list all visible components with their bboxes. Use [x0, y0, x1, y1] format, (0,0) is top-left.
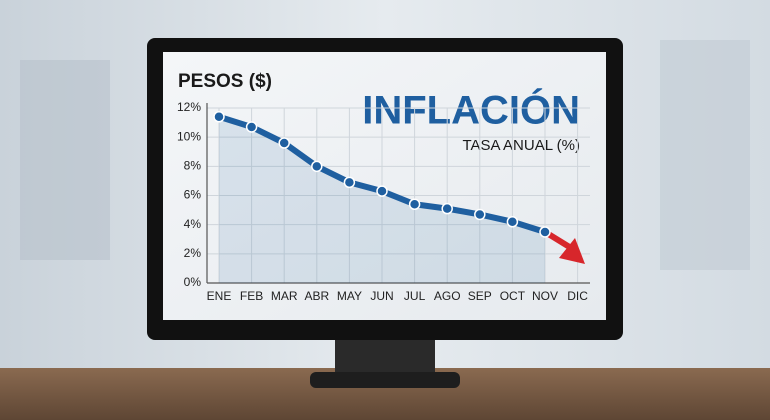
y-tick-label: 2% [184, 246, 202, 260]
x-tick-label: AGO [434, 289, 461, 303]
blur-shape [20, 60, 110, 260]
chart-subtitle: TASA ANUAL (%) [462, 137, 580, 154]
point [539, 226, 551, 238]
point [506, 216, 519, 228]
x-tick-label: ENE [207, 289, 232, 303]
y-tick-label: 4% [184, 217, 202, 231]
point [213, 111, 225, 123]
point [311, 160, 323, 173]
y-tick-label: 10% [177, 129, 201, 143]
point [441, 202, 453, 215]
x-tick-label: SEP [468, 289, 492, 303]
x-tick-label: JUN [370, 289, 393, 303]
y-tick-label: 6% [184, 188, 202, 202]
point [343, 176, 356, 189]
x-tick-label: JUL [404, 289, 426, 303]
point [245, 121, 258, 133]
x-tick-label: ABR [304, 289, 329, 303]
x-tick-label: DIC [567, 289, 588, 303]
point [278, 137, 290, 149]
monitor-base [310, 372, 460, 388]
axis-label: PESOS ($) [178, 71, 272, 92]
y-tick-label: 8% [184, 159, 202, 173]
point [408, 198, 421, 210]
point [376, 185, 388, 197]
x-tick-label: NOV [532, 289, 558, 303]
chart: PESOS ($) INFLACIÓN TASA ANUAL (%) 0% 2% 4… [177, 71, 590, 303]
x-tick-label: MAR [271, 289, 298, 303]
x-tick-label: MAY [337, 289, 362, 303]
monitor-neck [335, 335, 435, 375]
point [474, 208, 486, 221]
y-tick-label: 12% [177, 100, 201, 114]
x-tick-label: OCT [500, 289, 526, 303]
y-tick-label: 0% [184, 275, 202, 289]
blur-shape [660, 40, 750, 270]
trend-arrow-head [559, 237, 585, 264]
x-tick-label: FEB [240, 289, 263, 303]
chart-title: INFLACIÓN [362, 87, 580, 133]
